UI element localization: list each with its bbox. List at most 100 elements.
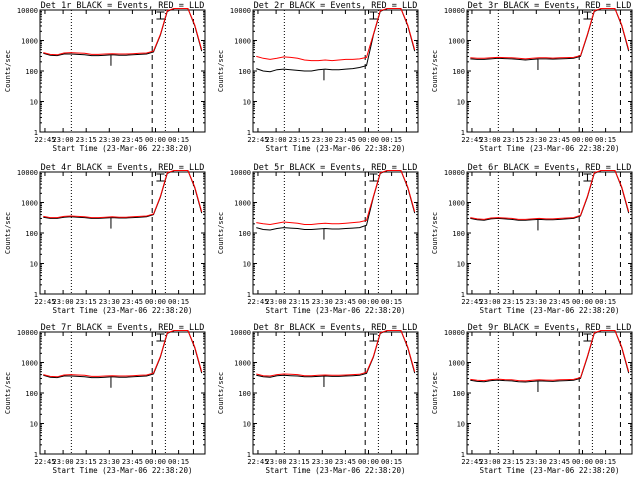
y-tick-label: 10 (30, 261, 38, 269)
chart-title: Det 3r BLACK = Events, RED = LLD (468, 1, 632, 11)
x-tick-label: 23:45 (335, 298, 356, 306)
plot-frame (252, 331, 419, 455)
y-tick-label: 10 (457, 261, 465, 269)
plot-frame (39, 9, 206, 133)
y-axis-label: Counts/sec (4, 212, 12, 254)
x-tick-label: 22:45 (34, 136, 55, 144)
x-tick-label: 00:00 (358, 136, 379, 144)
x-tick-label: 00:15 (381, 136, 402, 144)
x-tick-label: 00:00 (145, 298, 166, 306)
y-tick-label: 10 (30, 421, 38, 429)
x-tick-label: 23:15 (289, 136, 310, 144)
y-tick-label: 1000 (234, 360, 251, 368)
x-axis-label: Start Time (23-Mar-06 22:38:20) (266, 466, 406, 475)
y-tick-label: 10000 (230, 329, 251, 337)
series-line-events (256, 8, 416, 73)
x-tick-label: 23:15 (289, 298, 310, 306)
chart-panel-1: Det 1r BLACK = Events, RED = LLD 1 10 100 10… (4, 1, 206, 153)
series-line-events (256, 330, 416, 378)
x-tick-label: 23:45 (335, 458, 356, 466)
plot-frame (466, 171, 633, 295)
x-axis-label: Start Time (23-Mar-06 22:38:20) (266, 306, 406, 315)
y-tick-label: 10 (243, 99, 251, 107)
x-tick-label: 23:15 (76, 136, 97, 144)
x-axis-label: Start Time (23-Mar-06 22:38:20) (266, 144, 406, 153)
x-tick-label: 00:00 (358, 298, 379, 306)
chart-panel-3: Det 3r BLACK = Events, RED = LLD 1 10 100 10… (431, 1, 633, 153)
y-axis-label: Counts/sec (217, 212, 225, 254)
y-tick-label: 1000 (448, 360, 465, 368)
y-tick-label: 1 (34, 129, 38, 137)
series-line-lld (256, 170, 416, 226)
y-tick-label: 10000 (17, 169, 38, 177)
x-tick-label: 00:15 (381, 298, 402, 306)
x-tick-label: 23:45 (549, 458, 570, 466)
y-axis-label: Counts/sec (217, 372, 225, 414)
x-tick-label: 22:45 (461, 458, 482, 466)
y-tick-label: 1 (34, 291, 38, 299)
plot-frame (252, 9, 419, 133)
x-tick-label: 22:45 (461, 298, 482, 306)
series-line-lld (256, 8, 416, 62)
x-tick-label: 23:15 (289, 458, 310, 466)
y-tick-label: 1000 (234, 38, 251, 46)
series-line-events (43, 170, 203, 219)
series-line-events (470, 170, 630, 221)
series-line-lld (43, 330, 203, 378)
x-tick-label: 23:15 (76, 298, 97, 306)
chart-title: Det 2r BLACK = Events, RED = LLD (254, 1, 418, 11)
x-axis-label: Start Time (23-Mar-06 22:38:20) (480, 306, 620, 315)
series-line-events (256, 170, 416, 231)
x-tick-label: 23:15 (503, 298, 524, 306)
y-tick-label: 100 (452, 230, 465, 238)
plot-frame (466, 331, 633, 455)
series-line-events (470, 8, 630, 61)
x-tick-label: 23:45 (549, 136, 570, 144)
y-tick-label: 1 (247, 129, 251, 137)
series-line-lld (43, 170, 203, 219)
x-tick-label: 23:00 (53, 136, 74, 144)
x-axis-label: Start Time (23-Mar-06 22:38:20) (53, 466, 193, 475)
y-tick-label: 100 (452, 390, 465, 398)
x-tick-label: 23:45 (335, 136, 356, 144)
x-tick-label: 23:30 (312, 298, 333, 306)
chart-title: Det 9r BLACK = Events, RED = LLD (468, 323, 632, 333)
chart-title: Det 5r BLACK = Events, RED = LLD (254, 163, 418, 173)
x-tick-label: 23:00 (53, 298, 74, 306)
x-tick-label: 23:45 (122, 298, 143, 306)
y-tick-label: 100 (25, 230, 38, 238)
y-axis-label: Counts/sec (4, 372, 12, 414)
x-tick-label: 23:15 (76, 458, 97, 466)
x-tick-label: 23:30 (99, 458, 120, 466)
chart-title: Det 7r BLACK = Events, RED = LLD (41, 323, 205, 333)
y-tick-label: 100 (238, 390, 251, 398)
chart-panel-2: Det 2r BLACK = Events, RED = LLD 1 10 100 10… (217, 1, 419, 153)
chart-title: Det 8r BLACK = Events, RED = LLD (254, 323, 418, 333)
series-line-lld (470, 170, 630, 220)
chart-title: Det 4r BLACK = Events, RED = LLD (41, 163, 205, 173)
chart-panel-9: Det 9r BLACK = Events, RED = LLD 1 10 100 10… (431, 323, 633, 475)
x-tick-label: 22:45 (34, 458, 55, 466)
y-tick-label: 10 (243, 421, 251, 429)
x-tick-label: 22:45 (247, 298, 268, 306)
x-tick-label: 00:15 (381, 458, 402, 466)
y-tick-label: 1 (34, 451, 38, 459)
y-tick-label: 1 (247, 291, 251, 299)
x-axis-label: Start Time (23-Mar-06 22:38:20) (480, 144, 620, 153)
plot-frame (252, 171, 419, 295)
x-tick-label: 00:00 (572, 458, 593, 466)
x-tick-label: 23:45 (122, 136, 143, 144)
chart-panel-7: Det 7r BLACK = Events, RED = LLD 1 10 100 10… (4, 323, 206, 475)
y-tick-label: 10000 (230, 169, 251, 177)
series-line-events (43, 330, 203, 379)
chart-title: Det 1r BLACK = Events, RED = LLD (41, 1, 205, 11)
chart-panel-4: Det 4r BLACK = Events, RED = LLD 1 10 100 10… (4, 163, 206, 315)
y-tick-label: 10000 (17, 7, 38, 15)
x-tick-label: 23:00 (266, 458, 287, 466)
chart-panel-5: Det 5r BLACK = Events, RED = LLD 1 10 100 10… (217, 163, 419, 315)
series-line-lld (256, 330, 416, 377)
y-tick-label: 100 (25, 68, 38, 76)
x-tick-label: 00:15 (168, 298, 189, 306)
x-tick-label: 23:30 (312, 136, 333, 144)
